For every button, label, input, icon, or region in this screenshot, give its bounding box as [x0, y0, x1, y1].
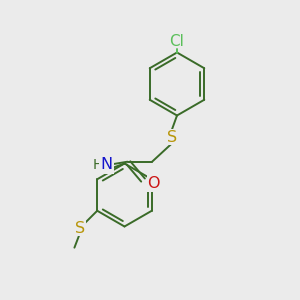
- Text: S: S: [167, 130, 177, 145]
- Text: Cl: Cl: [169, 34, 184, 49]
- Text: H: H: [92, 158, 103, 172]
- Text: S: S: [75, 221, 85, 236]
- Text: O: O: [148, 176, 160, 191]
- Text: N: N: [100, 157, 112, 172]
